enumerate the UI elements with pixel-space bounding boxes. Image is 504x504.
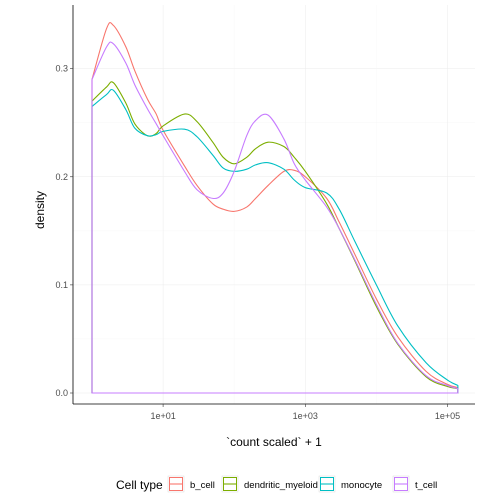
series-layer: [91, 21, 459, 394]
y-tick-label: 0.1: [55, 280, 68, 290]
y-axis-title: density: [33, 191, 47, 229]
legend-title: Cell type: [116, 478, 163, 492]
legend-label-dendritic_myeloid: dendritic_myeloid: [244, 480, 318, 491]
density-line-monocyte: [91, 88, 459, 394]
legend-label-b_cell: b_cell: [190, 480, 215, 491]
x-tick-label: 1e+03: [293, 411, 318, 421]
y-ticks: 0.0 0.1 0.2 0.3: [55, 64, 73, 398]
x-ticks: 1e+01 1e+03 1e+05: [150, 404, 460, 421]
density-line-t_cell: [91, 41, 459, 394]
x-tick-label: 1e+01: [150, 411, 175, 421]
legend: Cell type b_cell dendritic_myeloid monocyt…: [116, 475, 437, 493]
legend-box-monocyte: [320, 477, 334, 491]
axes: [72, 5, 475, 405]
x-axis-title: `count scaled` + 1: [226, 435, 322, 449]
density-line-dendritic_myeloid: [91, 81, 459, 394]
y-tick-label: 0.3: [55, 64, 68, 74]
grid: [73, 5, 475, 404]
y-tick-label: 0.0: [55, 388, 68, 398]
legend-box-dendritic_myeloid: [223, 477, 237, 491]
legend-box-b_cell: [169, 477, 183, 491]
legend-label-t_cell: t_cell: [415, 480, 437, 491]
density-line-b_cell: [91, 21, 459, 394]
y-tick-label: 0.2: [55, 172, 68, 182]
legend-box-t_cell: [394, 477, 408, 491]
x-tick-label: 1e+05: [435, 411, 460, 421]
legend-label-monocyte: monocyte: [341, 480, 382, 491]
